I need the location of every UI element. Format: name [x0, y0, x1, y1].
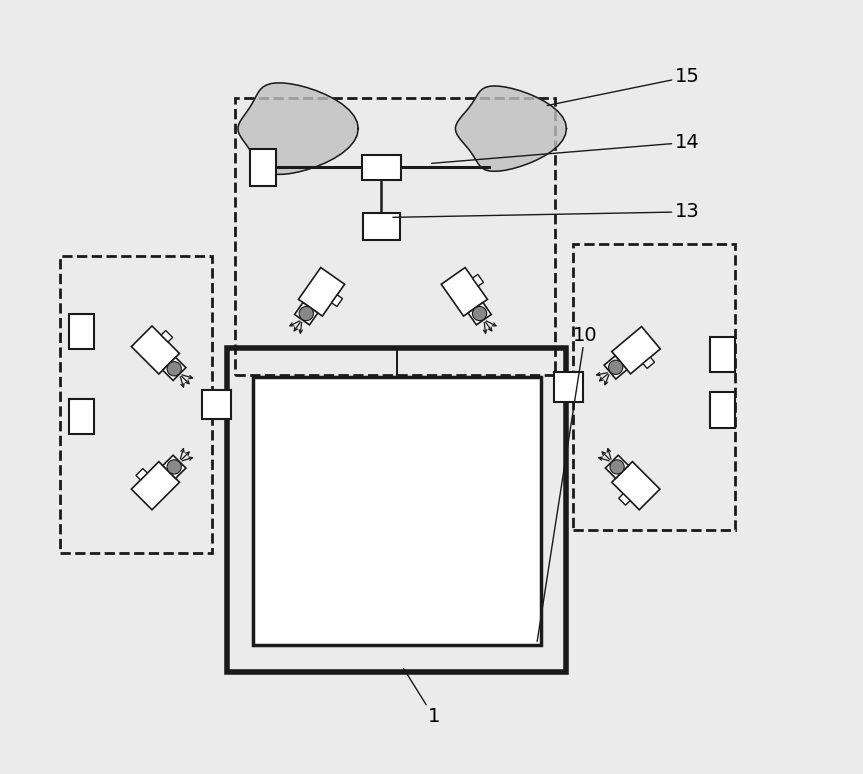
Polygon shape: [605, 455, 628, 478]
Bar: [235, 98, 555, 375]
Bar: [710, 337, 734, 372]
Bar: [227, 348, 566, 673]
Bar: [60, 256, 212, 553]
Text: 10: 10: [537, 326, 597, 642]
Text: 15: 15: [547, 67, 699, 105]
Polygon shape: [612, 327, 660, 374]
Bar: [250, 149, 276, 186]
Polygon shape: [456, 86, 566, 171]
Bar: [69, 313, 94, 349]
Bar: [710, 392, 734, 428]
Polygon shape: [612, 461, 660, 510]
Polygon shape: [604, 356, 627, 379]
Polygon shape: [163, 358, 186, 381]
Polygon shape: [473, 275, 483, 286]
Polygon shape: [136, 468, 148, 480]
Text: 14: 14: [432, 133, 699, 163]
Circle shape: [167, 361, 181, 376]
Bar: [69, 399, 94, 434]
Polygon shape: [294, 303, 318, 325]
Polygon shape: [619, 494, 630, 505]
Bar: [253, 377, 541, 646]
Circle shape: [299, 307, 313, 320]
Text: 13: 13: [393, 202, 699, 221]
Bar: [362, 213, 400, 241]
Bar: [554, 372, 583, 402]
Bar: [202, 389, 231, 419]
Polygon shape: [299, 268, 344, 316]
Polygon shape: [131, 461, 180, 510]
Polygon shape: [331, 295, 343, 307]
Bar: [573, 245, 734, 529]
Polygon shape: [468, 303, 491, 325]
Polygon shape: [643, 358, 654, 368]
Polygon shape: [238, 83, 358, 174]
Polygon shape: [163, 455, 186, 478]
Polygon shape: [161, 330, 173, 342]
Polygon shape: [131, 326, 180, 374]
Circle shape: [167, 460, 181, 474]
Bar: [362, 155, 400, 180]
Circle shape: [610, 460, 624, 474]
Polygon shape: [441, 268, 488, 316]
Text: 1: 1: [404, 669, 440, 727]
Circle shape: [608, 360, 623, 375]
Circle shape: [472, 307, 487, 320]
